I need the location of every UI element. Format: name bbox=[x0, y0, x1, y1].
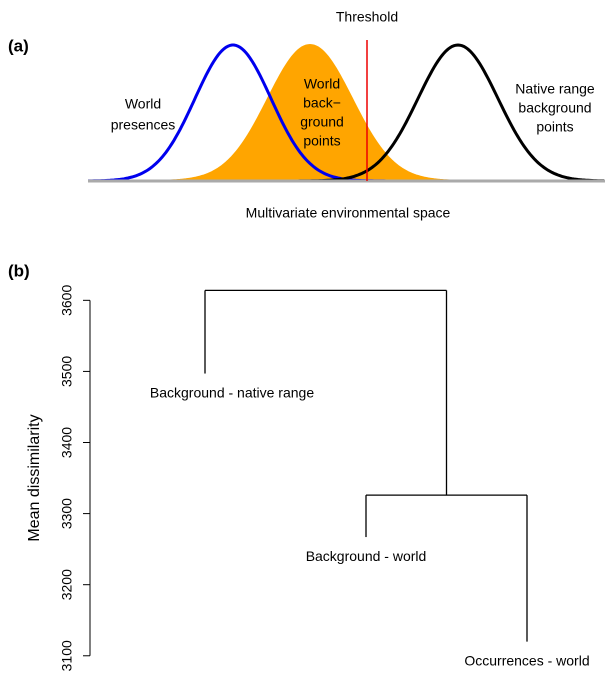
threshold-label: Threshold bbox=[336, 9, 398, 25]
curve-label: World bbox=[125, 96, 161, 112]
y-axis-label: Mean dissimilarity bbox=[26, 414, 43, 541]
x-axis-label: Multivariate environmental space bbox=[246, 205, 451, 221]
y-tick-label: 3600 bbox=[59, 285, 75, 316]
curve-label: ground bbox=[300, 114, 344, 130]
leaf-label: Background - world bbox=[306, 548, 427, 564]
panel-label: (b) bbox=[8, 261, 30, 280]
y-tick-label: 3100 bbox=[59, 640, 75, 671]
curve-label: back− bbox=[303, 95, 341, 111]
curve-label: points bbox=[303, 133, 340, 149]
y-tick-label: 3400 bbox=[59, 427, 75, 458]
y-tick-label: 3500 bbox=[59, 356, 75, 387]
y-tick-label: 3200 bbox=[59, 569, 75, 600]
leaf-label: Occurrences - world bbox=[464, 652, 589, 668]
curve-label: Native range bbox=[515, 81, 595, 97]
curve-label: World bbox=[304, 76, 340, 92]
panel-a: (a) Threshold World presences World back− grou… bbox=[8, 9, 605, 221]
leaf-label: Background - native range bbox=[150, 384, 314, 400]
y-tick-label: 3300 bbox=[59, 498, 75, 529]
panel-b: (b) 3100 3200 3300 3400 3500 3600 Mean dissimil… bbox=[8, 261, 590, 671]
curve-label: points bbox=[536, 119, 573, 135]
curve-label: presences bbox=[111, 117, 176, 133]
curve-label: background bbox=[518, 100, 591, 116]
panel-label: (a) bbox=[8, 36, 29, 55]
